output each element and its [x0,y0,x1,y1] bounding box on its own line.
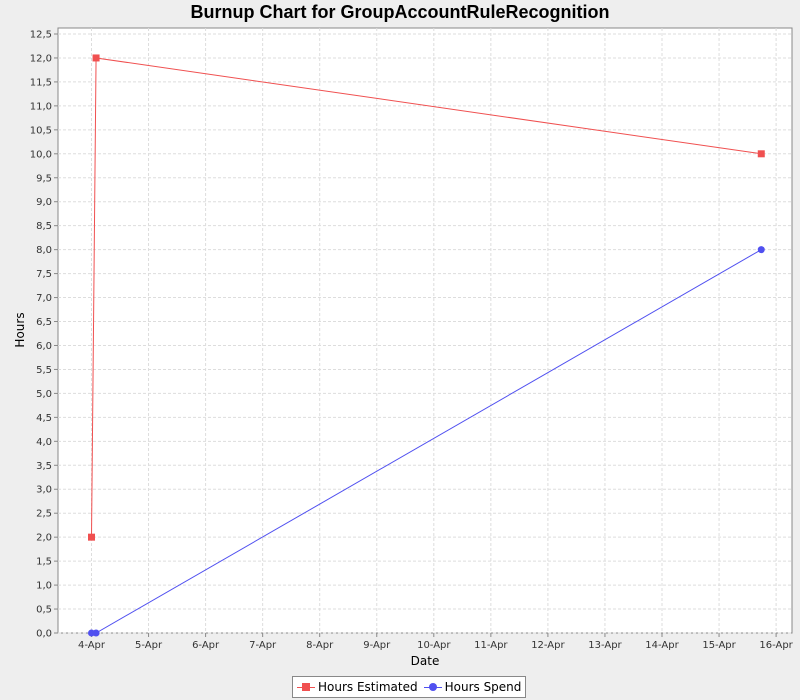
x-tick-label: 7-Apr [249,640,277,651]
y-tick-label: 2,5 [36,509,52,520]
data-point [757,246,765,254]
y-axis-label: Hours [13,312,27,347]
y-tick-label: 4,5 [36,413,52,424]
x-tick-label: 8-Apr [306,640,334,651]
y-tick-label: 3,0 [36,485,52,496]
data-point [92,629,100,637]
y-tick-label: 8,0 [36,245,52,256]
x-tick-label: 14-Apr [645,640,679,651]
x-tick-label: 5-Apr [135,640,163,651]
legend: Hours Estimated Hours Spend [292,676,527,698]
y-tick-label: 5,0 [36,389,52,400]
y-tick-label: 12,0 [30,53,52,64]
x-tick-label: 11-Apr [474,640,508,651]
legend-item-hours-estimated: Hours Estimated [297,680,418,694]
y-tick-label: 1,5 [36,557,52,568]
data-point [757,150,765,158]
y-tick-label: 10,5 [30,125,52,136]
y-tick-label: 5,5 [36,365,52,376]
x-tick-label: 4-Apr [78,640,106,651]
x-tick-label: 9-Apr [363,640,391,651]
data-point [92,54,100,62]
y-tick-label: 10,0 [30,149,52,160]
legend-item-hours-spend: Hours Spend [423,680,522,694]
x-tick-label: 12-Apr [531,640,565,651]
y-tick-label: 11,0 [30,101,52,112]
x-tick-label: 15-Apr [702,640,736,651]
y-tick-label: 8,5 [36,221,52,232]
y-tick-label: 1,0 [36,581,52,592]
y-tick-label: 2,0 [36,533,52,544]
y-tick-label: 6,5 [36,317,52,328]
y-tick-label: 12,5 [30,30,52,41]
y-tick-label: 9,5 [36,173,52,184]
y-tick-label: 4,0 [36,437,52,448]
x-tick-label: 10-Apr [417,640,451,651]
grid-lines [58,28,792,634]
data-point [88,533,95,541]
legend-swatch-circle-icon [423,682,442,692]
series-layer [88,54,765,637]
x-axis-label: Date [411,654,440,668]
axes: 0,0 0,5 1,0 1,5 2,0 2,5 3,0 3,5 4,0 4,5 5,0 5,5 6,0 6… [30,30,794,652]
legend-label: Hours Spend [444,680,522,694]
x-tick-label: 13-Apr [588,640,622,651]
legend-swatch-square-icon [297,682,315,692]
y-tick-label: 9,0 [36,197,52,208]
x-tick-label: 6-Apr [192,640,220,651]
chart-title: Burnup Chart for GroupAccountRuleRecogni… [190,2,610,22]
y-tick-label: 7,5 [36,269,52,280]
y-tick-label: 7,0 [36,293,52,304]
y-tick-label: 0,5 [36,605,52,616]
legend-label: Hours Estimated [318,680,418,694]
plot-area [57,27,793,634]
y-tick-label: 11,5 [30,77,52,88]
x-tick-label: 16-Apr [759,640,793,651]
y-tick-label: 3,5 [36,461,52,472]
y-tick-label: 0,0 [36,629,52,640]
y-tick-label: 6,0 [36,341,52,352]
